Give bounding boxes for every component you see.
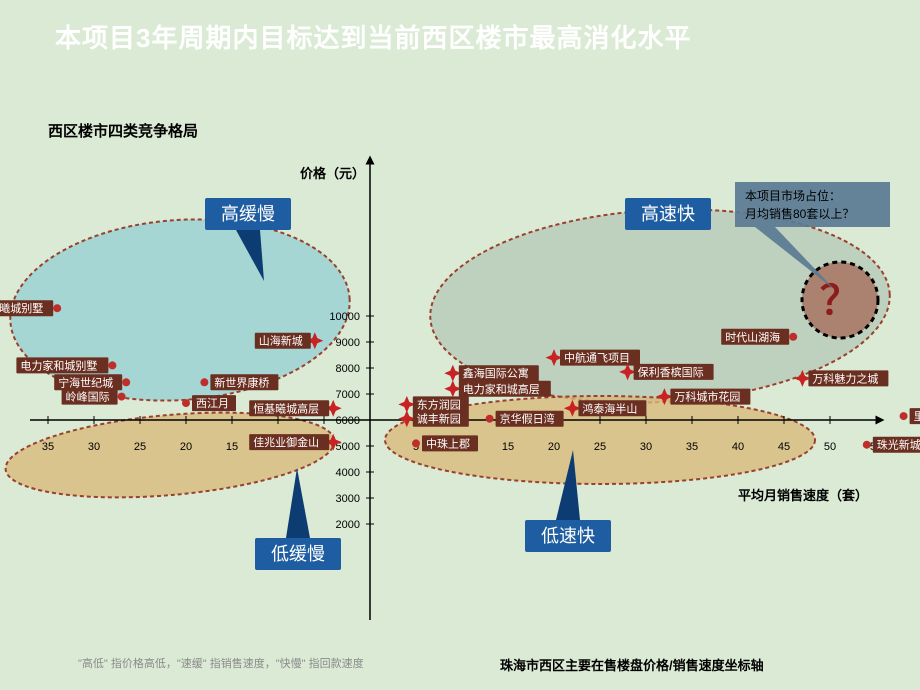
x-axis-label: 平均月销售速度（套）	[738, 488, 868, 503]
project-label: 电力家和城高层	[463, 382, 540, 396]
project-label: 恒基曦城高层	[253, 401, 319, 415]
project-label: 佳兆业御金山	[253, 435, 319, 449]
y-tick-label: 10000	[329, 311, 360, 323]
project-label: 恒基曦城别墅	[0, 301, 43, 315]
x-tick-label: 20	[548, 441, 560, 453]
star-icon	[444, 365, 461, 382]
data-point	[412, 439, 420, 447]
data-point	[53, 304, 61, 312]
project-label: 鑫海国际公寓	[463, 366, 529, 380]
chart-caption: 珠海市西区主要在售楼盘价格/销售速度坐标轴	[500, 655, 764, 674]
y-tick-label: 6000	[336, 415, 360, 427]
project-label: 里维埃拉	[914, 409, 920, 423]
note-line1: 本项目市场占位：	[745, 188, 841, 203]
data-point	[118, 393, 126, 401]
x-tick-label: 25	[594, 441, 606, 453]
quad-label-text: 高速快	[641, 204, 695, 224]
data-point	[122, 378, 130, 386]
project-label: 宁海世纪城	[58, 375, 113, 389]
x-tick-label: 25	[134, 441, 146, 453]
y-axis-label: 价格（元）	[300, 166, 365, 181]
project-label: 保利香槟国际	[638, 365, 704, 379]
pointer-triangle-icon	[286, 468, 310, 538]
x-tick-label: 30	[88, 441, 100, 453]
project-label: 中航通飞项目	[564, 351, 630, 365]
footnote: "高低" 指价格高低，"速缓" 指销售速度，"快慢" 指回款速度	[78, 655, 364, 671]
x-tick-label: 40	[732, 441, 744, 453]
y-tick-label: 2000	[336, 519, 360, 531]
x-tick-label: 15	[502, 441, 514, 453]
y-tick-label: 7000	[336, 389, 360, 401]
y-tick-label: 8000	[336, 363, 360, 375]
quad-label-text: 高缓慢	[221, 204, 275, 224]
data-point	[863, 441, 871, 449]
project-label: 中珠上郡	[426, 436, 470, 450]
question-mark-icon: ？	[820, 279, 860, 323]
project-label: 东方润园	[417, 397, 461, 411]
y-tick-label: 3000	[336, 493, 360, 505]
x-tick-label: 35	[686, 441, 698, 453]
star-icon	[444, 380, 461, 397]
x-tick-label: 20	[180, 441, 192, 453]
quad-label-text: 低速快	[541, 526, 595, 546]
project-label: 万科城市花园	[674, 390, 740, 404]
data-point	[108, 361, 116, 369]
x-tick-label: 15	[226, 441, 238, 453]
x-tick-label: 35	[42, 441, 54, 453]
project-label: 珠光新城	[877, 438, 920, 452]
quadrant-chart: ？551010151520202525303035354045505520003…	[0, 0, 920, 690]
project-label: 京华假日湾	[500, 412, 555, 426]
project-label: 万科魅力之城	[812, 371, 878, 385]
y-tick-label: 4000	[336, 467, 360, 479]
data-point	[900, 412, 908, 420]
quad-label-text: 低缓慢	[271, 544, 325, 564]
x-tick-label: 45	[778, 441, 790, 453]
project-label: 时代山湖海	[725, 330, 780, 344]
project-label: 鸿泰海半山	[582, 401, 637, 415]
project-label: 诚丰新园	[417, 412, 461, 426]
data-point	[486, 415, 494, 423]
note-line2: 月均销售80套以上？	[745, 206, 854, 221]
ellipse-low-slow	[2, 401, 338, 509]
project-label: 岭峰国际	[66, 390, 110, 404]
data-point	[182, 399, 190, 407]
project-label: 电力家和城别墅	[20, 358, 97, 372]
data-point	[789, 333, 797, 341]
data-point	[200, 378, 208, 386]
y-tick-label: 9000	[336, 337, 360, 349]
x-tick-label: 50	[824, 441, 836, 453]
project-label: 山海新城	[259, 334, 303, 348]
x-tick-label: 30	[640, 441, 652, 453]
project-label: 新世界康桥	[214, 375, 269, 389]
project-label: 西江月	[196, 397, 229, 410]
star-icon	[398, 396, 415, 413]
